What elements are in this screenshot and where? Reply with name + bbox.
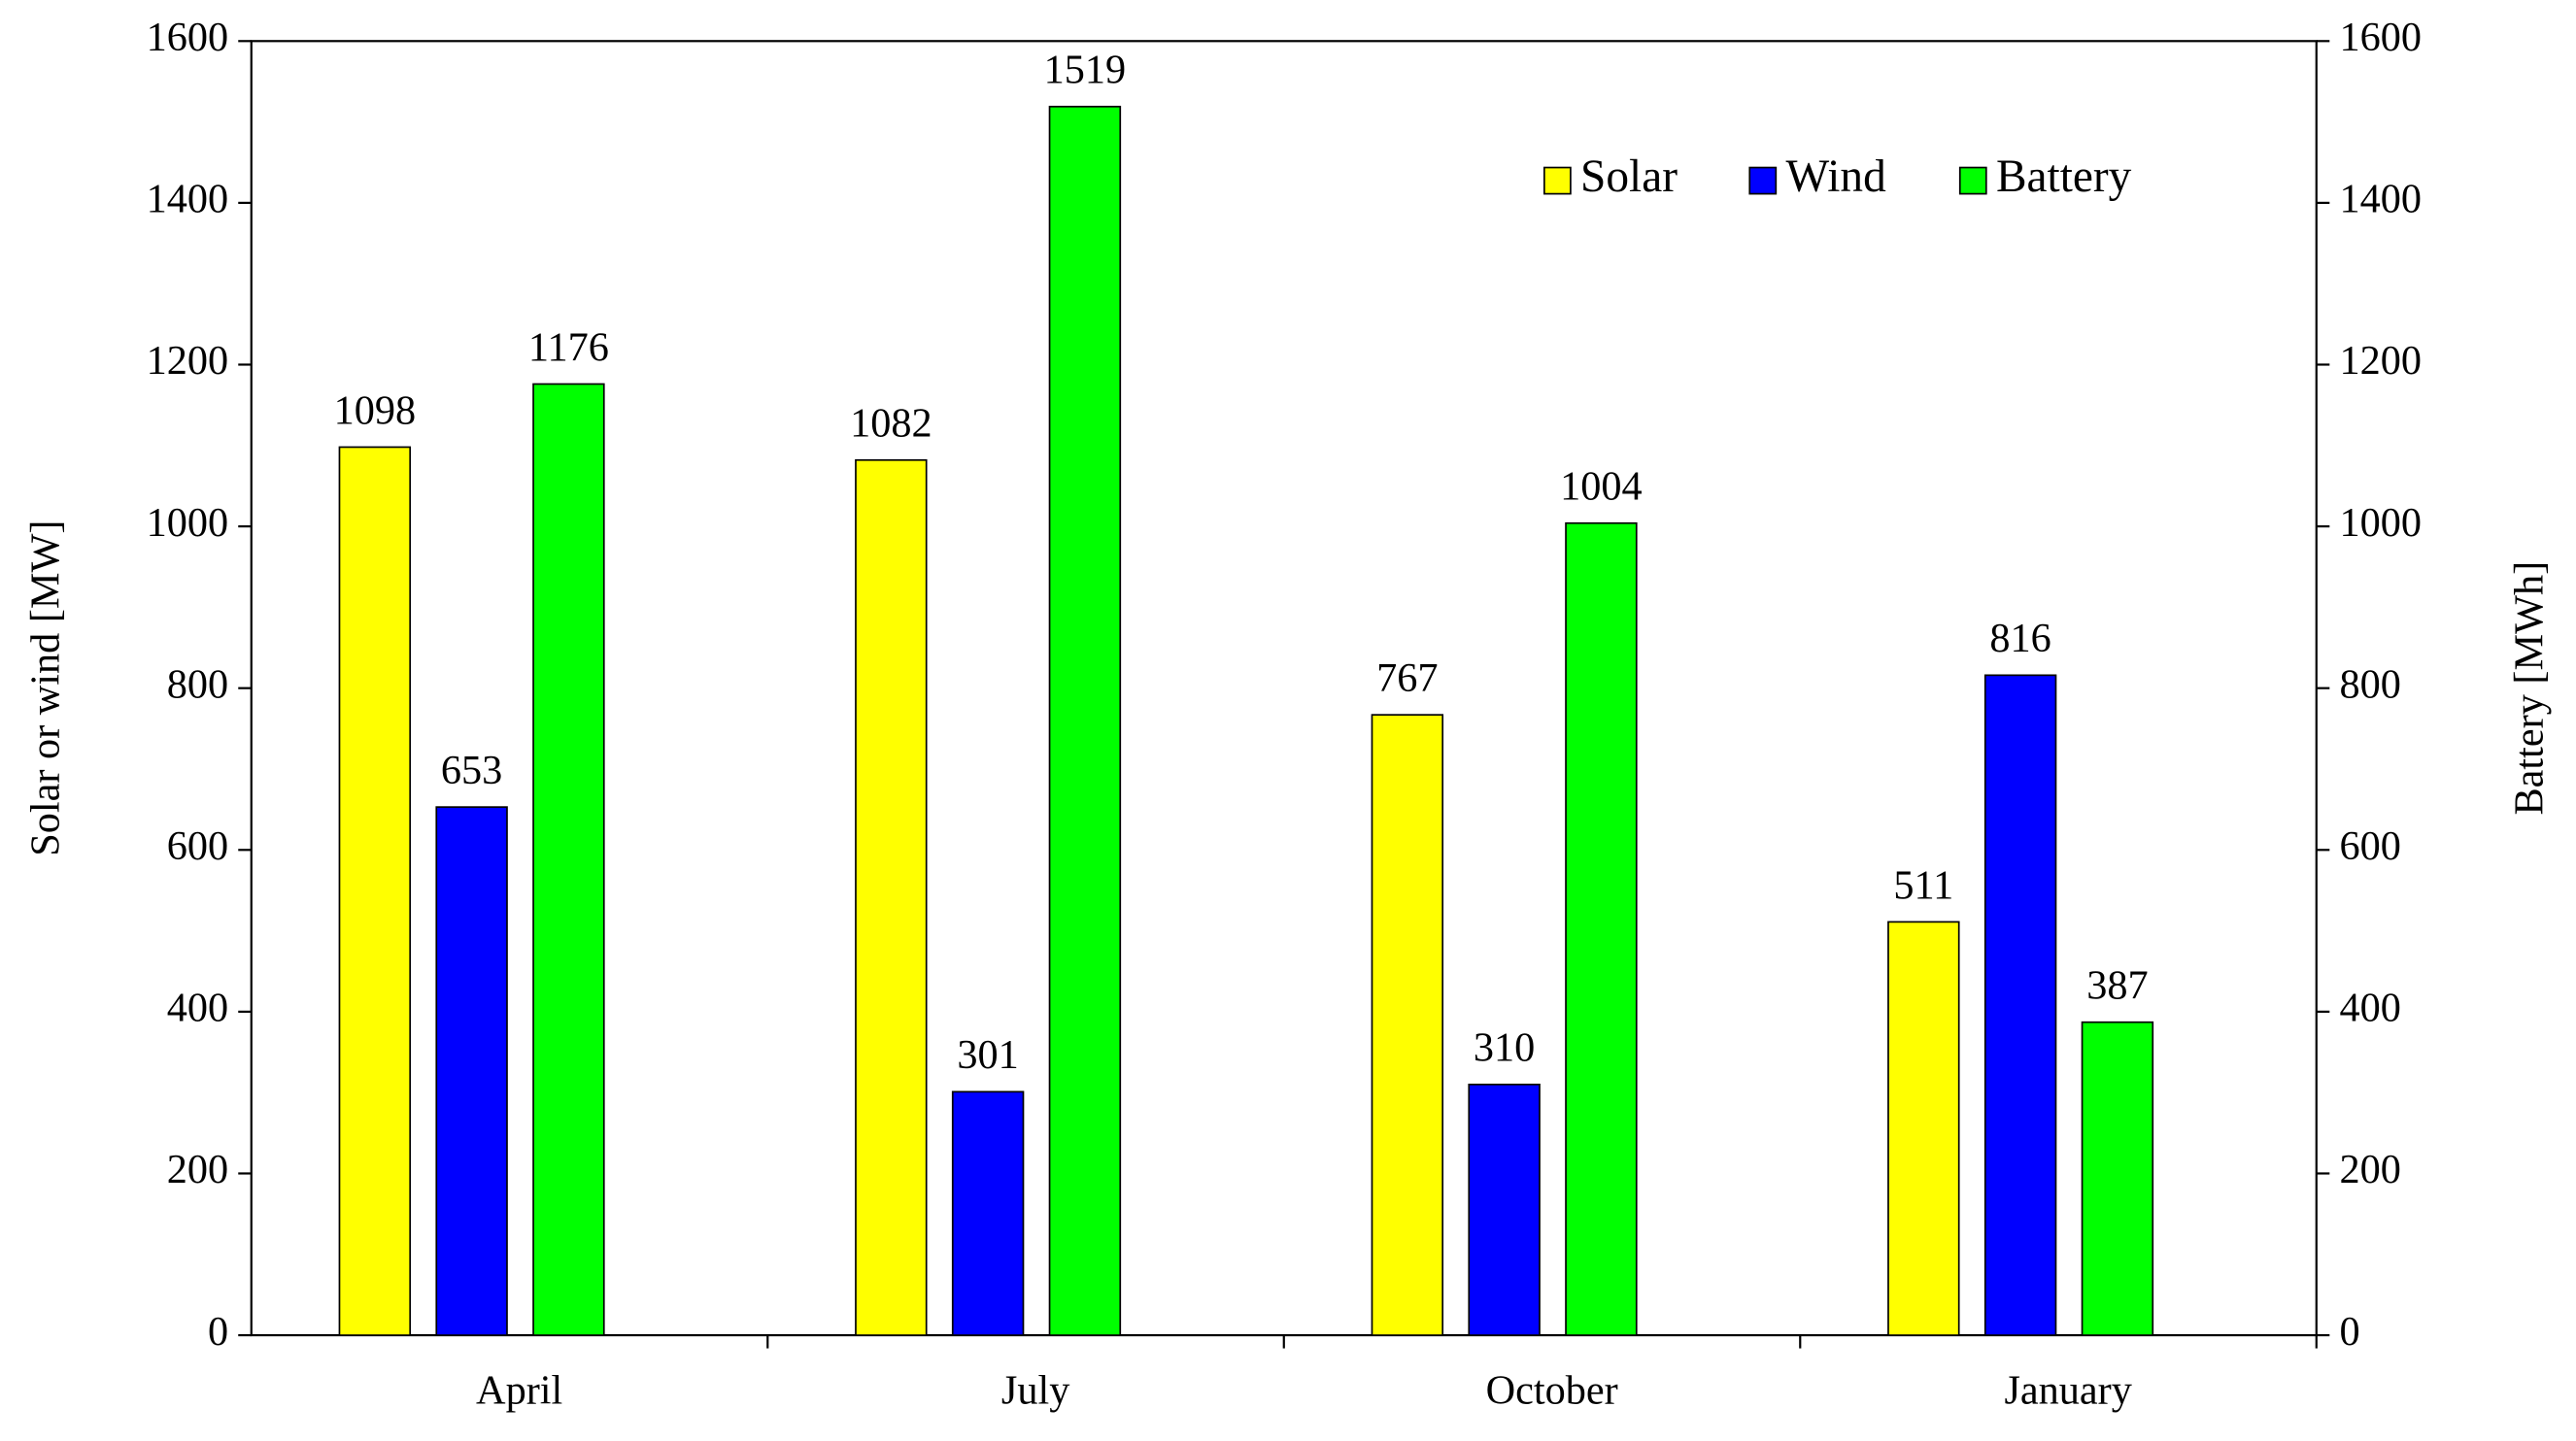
legend-swatch bbox=[1543, 166, 1572, 195]
bar bbox=[532, 383, 605, 1336]
y2-tick-label: 600 bbox=[2339, 823, 2400, 869]
bar bbox=[2081, 1021, 2154, 1336]
x-tick-label: April bbox=[476, 1368, 562, 1414]
data-label: 310 bbox=[1474, 1025, 1535, 1071]
y2-tick-label: 1000 bbox=[2339, 500, 2422, 546]
legend-label: Solar bbox=[1580, 151, 1678, 202]
bar bbox=[435, 806, 508, 1336]
bar bbox=[338, 446, 412, 1336]
data-label: 1082 bbox=[850, 401, 932, 447]
data-label: 1176 bbox=[528, 324, 609, 370]
y-tick-label: 1200 bbox=[147, 338, 229, 384]
bar bbox=[1048, 105, 1122, 1336]
y2-tick-label: 400 bbox=[2339, 986, 2400, 1031]
y2-tick-label: 1600 bbox=[2339, 15, 2422, 60]
data-label: 387 bbox=[2086, 963, 2148, 1009]
x-tick-label: July bbox=[1001, 1368, 1069, 1414]
y-tick-label: 1400 bbox=[147, 177, 229, 222]
y-tick-label: 1000 bbox=[147, 500, 229, 546]
legend-swatch bbox=[1748, 166, 1778, 195]
y-tick-label: 800 bbox=[167, 661, 228, 707]
y-tick-label: 1600 bbox=[147, 15, 229, 60]
y-tick-label: 0 bbox=[208, 1309, 228, 1355]
x-tick-label: January bbox=[2004, 1368, 2131, 1414]
y-tick-label: 600 bbox=[167, 823, 228, 869]
data-label: 1004 bbox=[1560, 464, 1643, 510]
bar bbox=[1371, 714, 1444, 1336]
x-tick-label: October bbox=[1486, 1368, 1618, 1414]
legend-label: Wind bbox=[1785, 151, 1886, 202]
data-label: 1519 bbox=[1044, 48, 1127, 93]
y-axis-title: Solar or wind [MW] bbox=[22, 520, 68, 856]
data-label: 511 bbox=[1893, 862, 1953, 908]
data-label: 816 bbox=[1989, 616, 2051, 661]
y2-axis-title: Battery [MWh] bbox=[2507, 561, 2553, 816]
y-tick-label: 200 bbox=[167, 1147, 228, 1192]
bar bbox=[1983, 674, 2057, 1336]
y-tick-label: 400 bbox=[167, 986, 228, 1031]
y2-tick-label: 0 bbox=[2339, 1309, 2359, 1355]
y2-tick-label: 1400 bbox=[2339, 177, 2422, 222]
bar bbox=[1565, 521, 1638, 1336]
bar bbox=[1468, 1083, 1541, 1336]
data-label: 653 bbox=[441, 748, 502, 793]
y2-tick-label: 1200 bbox=[2339, 338, 2422, 384]
legend-label: Battery bbox=[1996, 151, 2132, 202]
bar bbox=[855, 458, 928, 1336]
bar bbox=[951, 1090, 1025, 1336]
data-label: 1098 bbox=[334, 387, 417, 433]
legend-swatch bbox=[1958, 166, 1987, 195]
data-label: 767 bbox=[1376, 655, 1438, 701]
bar bbox=[1887, 921, 1960, 1336]
y2-tick-label: 800 bbox=[2339, 661, 2400, 707]
data-label: 301 bbox=[957, 1032, 1018, 1078]
y2-tick-label: 200 bbox=[2339, 1147, 2400, 1192]
